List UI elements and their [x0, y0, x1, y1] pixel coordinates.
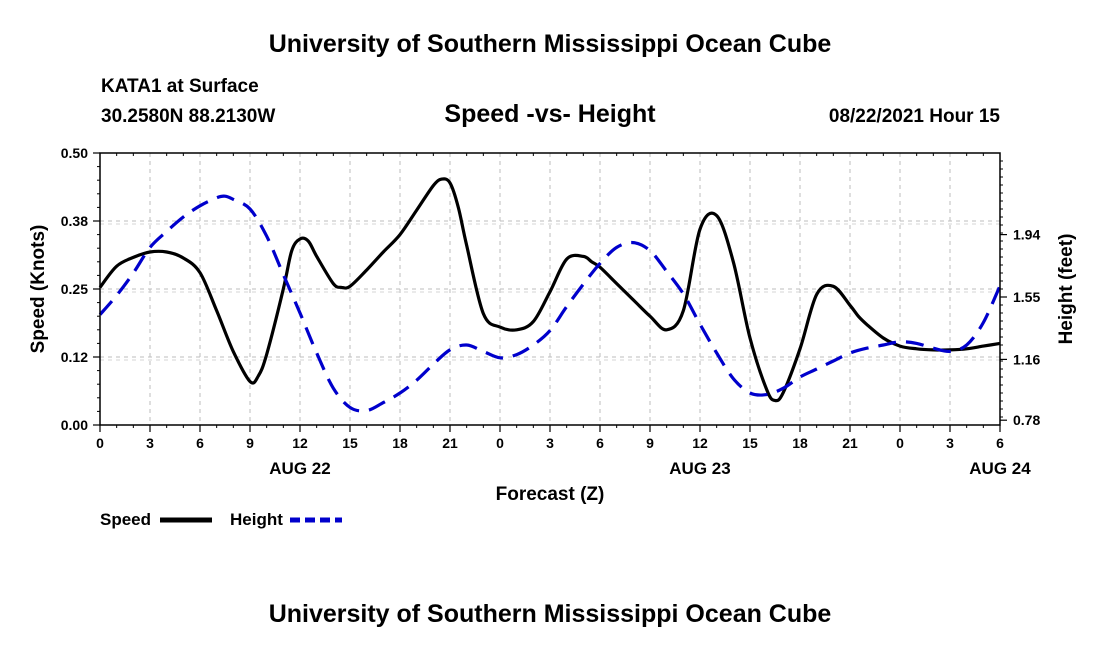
station-label: KATA1 at Surface — [101, 76, 259, 97]
legend: Speed Height — [100, 510, 342, 529]
series-height-line — [98, 194, 1002, 413]
x-tick-label: 21 — [842, 435, 858, 451]
legend-speed-label: Speed — [100, 510, 151, 529]
date-label: AUG 24 — [969, 459, 1031, 478]
x-tick-label: 18 — [392, 435, 408, 451]
y-tick-label: 0.50 — [61, 145, 88, 161]
y-axis-label: Speed (Knots) — [28, 225, 49, 354]
forecast-datetime: 08/22/2021 Hour 15 — [828, 106, 1000, 127]
y-tick-label: 0.25 — [61, 281, 88, 297]
x-tick-label: 6 — [996, 435, 1004, 451]
x-tick-label: 15 — [342, 435, 358, 451]
x-tick-label: 21 — [442, 435, 458, 451]
date-label: AUG 22 — [269, 459, 330, 478]
x-tick-label: 0 — [896, 435, 904, 451]
header-title: University of Southern Mississippi Ocean… — [268, 30, 832, 58]
x-tick-label: 3 — [546, 435, 554, 451]
x-tick-label: 0 — [96, 435, 104, 451]
x-tick-label: 9 — [246, 435, 254, 451]
station-coords: 30.2580N 88.2130W — [101, 106, 276, 127]
x-tick-label: 3 — [946, 435, 954, 451]
x-tick-label: 18 — [792, 435, 808, 451]
y-tick-label: 0.12 — [61, 349, 88, 365]
axes-group: 0 3 6 9 12 15 18 21 0 3 6 9 12 15 18 21 0 3 6 AUG 22 AUG 23 A… — [28, 145, 1077, 505]
date-label: AUG 23 — [669, 459, 730, 478]
series-speed-line — [98, 177, 1001, 403]
y-tick-label: 0.38 — [61, 213, 88, 229]
x-tick-label: 12 — [692, 435, 708, 451]
x-tick-label: 15 — [742, 435, 758, 451]
x-tick-label: 0 — [496, 435, 504, 451]
x-axis-label: Forecast (Z) — [496, 484, 605, 505]
x-tick-label: 6 — [596, 435, 604, 451]
y2-axis-label: Height (feet) — [1056, 234, 1077, 345]
x-tick-label: 3 — [146, 435, 154, 451]
y2-tick-label: 0.78 — [1013, 412, 1040, 428]
y2-tick-label: 1.94 — [1013, 227, 1040, 243]
x-tick-label: 9 — [646, 435, 654, 451]
y2-tick-label: 1.55 — [1013, 289, 1040, 305]
x-tick-label: 12 — [292, 435, 308, 451]
series-group — [98, 177, 1002, 413]
y2-tick-label: 1.16 — [1013, 351, 1040, 367]
x-tick-label: 6 — [196, 435, 204, 451]
plot-frame — [99, 152, 1001, 426]
chart-title: Speed -vs- Height — [444, 100, 656, 128]
footer-title: University of Southern Mississippi Ocean… — [268, 600, 832, 628]
y-tick-label: 0.00 — [61, 417, 88, 433]
legend-height-label: Height — [230, 510, 283, 529]
